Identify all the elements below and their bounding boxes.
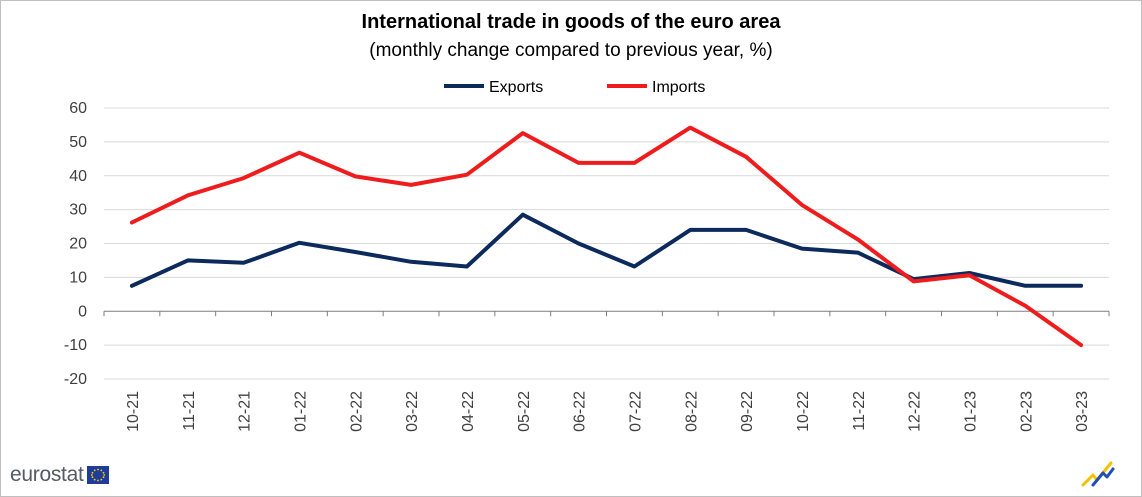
y-tick-label: -10 <box>64 337 87 354</box>
x-tick-label: 08-22 <box>683 391 700 432</box>
y-tick-label: 10 <box>69 269 87 286</box>
x-tick-label: 09-22 <box>739 391 756 432</box>
eurostat-wordmark: eurostat <box>10 463 84 486</box>
eu-flag-icon <box>87 466 110 484</box>
y-tick-label: -20 <box>64 371 87 388</box>
y-tick-label: 50 <box>69 134 87 151</box>
series-line-imports <box>129 125 1084 348</box>
x-tick-label: 02-22 <box>348 391 365 432</box>
legend-label-imports: Imports <box>652 79 705 96</box>
gridlines <box>104 107 1109 380</box>
y-tick-label: 20 <box>69 236 87 253</box>
legend: Exports Imports <box>444 79 705 96</box>
x-tick-label: 01-22 <box>292 391 309 432</box>
x-tick-label: 12-22 <box>907 391 924 432</box>
x-tick-label: 11-21 <box>181 391 198 431</box>
y-tick-label: 40 <box>69 168 87 185</box>
x-tick-label: 03-23 <box>1074 391 1091 432</box>
y-tick-label: 60 <box>69 100 87 117</box>
eurostat-logo: eurostat <box>10 463 110 487</box>
x-tick-label: 10-21 <box>125 391 142 432</box>
x-axis <box>103 310 1110 317</box>
x-tick-label: 03-22 <box>404 391 421 432</box>
corner-logo-icon <box>1081 461 1115 487</box>
legend-label-exports: Exports <box>489 79 543 96</box>
x-tick-label: 04-22 <box>460 391 477 432</box>
x-axis-ticks: 10-21 11-21 12-21 01-22 02-22 03-22 04-22 05-22… <box>125 391 1091 432</box>
x-tick-label: 12-21 <box>237 391 254 432</box>
x-tick-label: 11-22 <box>851 391 868 431</box>
x-tick-label: 01-23 <box>962 391 979 432</box>
y-tick-label: 30 <box>69 202 87 219</box>
x-tick-label: 10-22 <box>795 391 812 432</box>
x-tick-label: 06-22 <box>572 391 589 432</box>
x-tick-label: 02-23 <box>1018 391 1035 432</box>
chart-title: International trade in goods of the euro… <box>362 11 782 33</box>
chart-subtitle: (monthly change compared to previous yea… <box>369 40 772 61</box>
y-tick-label: 0 <box>78 303 87 320</box>
series-line-exports <box>129 212 1084 288</box>
y-axis-ticks: -20 -10 0 10 20 30 40 50 60 <box>64 100 87 388</box>
x-tick-label: 07-22 <box>627 391 644 432</box>
x-tick-label: 05-22 <box>516 391 533 432</box>
series-lines <box>129 125 1084 348</box>
